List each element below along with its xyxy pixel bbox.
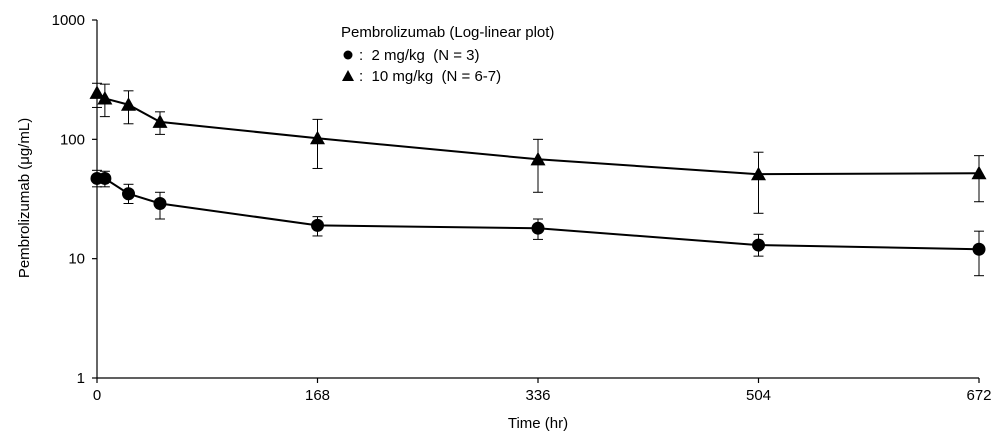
x-tick-label: 0 (93, 387, 101, 404)
x-tick-label: 168 (305, 387, 330, 404)
legend: Pembrolizumab (Log-linear plot) : 2 mg/k… (341, 24, 554, 85)
legend-triangle-marker (342, 70, 354, 81)
legend-series-1-label: : 2 mg/kg (N = 3) (359, 47, 479, 64)
data-point-triangle (152, 114, 168, 128)
data-point-triangle (89, 85, 105, 99)
data-point-triangle (971, 165, 987, 180)
ticks: 1 10 100 1000 0 168 336 504 672 (52, 12, 992, 404)
data-point-circle (311, 218, 324, 232)
x-tick-label: 504 (746, 387, 771, 404)
data-point-circle (98, 171, 112, 185)
x-tick-label: 336 (525, 387, 550, 404)
data-point-circle (972, 242, 986, 256)
y-tick-label: 1 (77, 370, 85, 387)
data-point-circle (752, 238, 765, 252)
y-axis-label: Pembrolizumab (μg/mL) (16, 118, 33, 278)
legend-circle-marker (343, 50, 353, 60)
y-tick-label: 1000 (52, 12, 85, 29)
data-point-circle (531, 221, 545, 235)
data-point-triangle (310, 130, 325, 145)
y-tick-label: 10 (68, 251, 85, 268)
data-point-circle (153, 196, 167, 210)
data-point-triangle (121, 97, 136, 111)
series-2 (89, 82, 987, 214)
data-point-circle (122, 187, 135, 201)
series-layer (89, 82, 987, 277)
series-1 (90, 169, 986, 277)
legend-series-2-label: : 10 mg/kg (N = 6-7) (359, 68, 501, 85)
data-point-triangle (751, 166, 766, 181)
y-tick-label: 100 (60, 131, 85, 148)
x-tick-label: 672 (966, 387, 991, 404)
legend-title: Pembrolizumab (Log-linear plot) (341, 24, 554, 41)
x-axis-label: Time (hr) (508, 415, 568, 432)
data-point-triangle (530, 151, 546, 166)
axes (96, 20, 979, 379)
data-point-triangle (97, 90, 113, 105)
